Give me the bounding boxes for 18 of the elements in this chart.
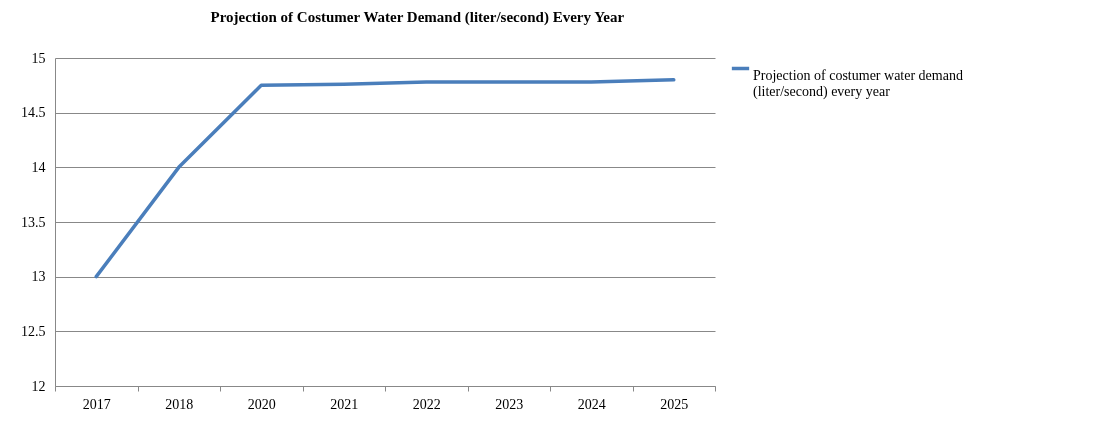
y-tick-label: 14.5 <box>21 105 46 121</box>
legend-label: Projection of costumer water demand (liter/second) every year <box>753 67 963 100</box>
y-tick-label: 13.5 <box>21 214 46 230</box>
x-tick-label: 2021 <box>330 396 359 412</box>
line-series <box>94 78 676 279</box>
x-tick-label: 2018 <box>165 396 194 412</box>
x-tick-label: 2022 <box>412 396 441 412</box>
chart-title: Projection of Costumer Water Demand (liter/second) Every Year <box>210 9 625 26</box>
y-tick-label: 14 <box>31 159 46 175</box>
x-tick-label: 2024 <box>577 396 606 412</box>
y-tick-label: 15 <box>31 50 46 66</box>
x-tick-label: 2017 <box>82 396 111 412</box>
y-tick-label: 12 <box>31 378 46 394</box>
x-tick-label: 2023 <box>495 396 524 412</box>
y-tick-label: 12.5 <box>21 323 46 339</box>
y-tick-label: 13 <box>31 269 46 285</box>
x-tick-label: 2025 <box>660 396 689 412</box>
x-tick-label: 2020 <box>247 396 276 412</box>
